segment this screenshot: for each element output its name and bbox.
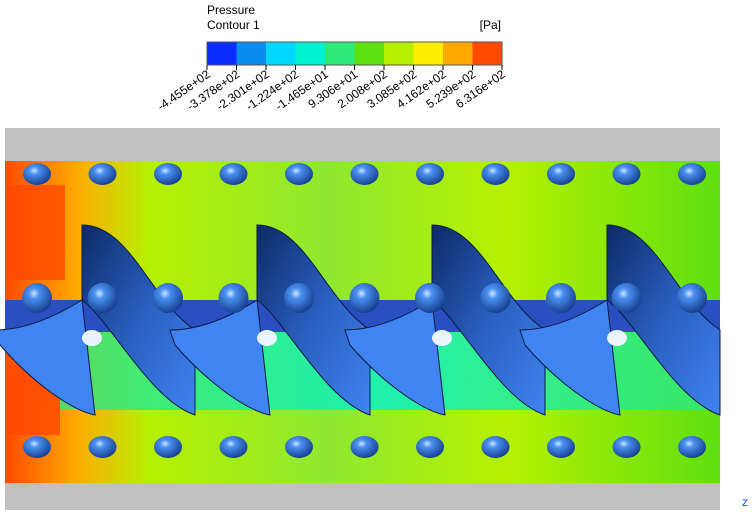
sphere	[219, 436, 248, 458]
sphere	[23, 163, 51, 185]
sphere	[88, 436, 117, 458]
sphere	[546, 283, 576, 313]
sphere	[22, 283, 52, 313]
sphere	[350, 436, 379, 458]
sphere	[285, 163, 313, 185]
screw-blade	[431, 224, 546, 416]
sphere	[87, 283, 118, 313]
sphere	[677, 283, 707, 313]
sphere	[481, 436, 510, 458]
legend: Pressure Contour 1 [Pa] -4.455e+02-3.378…	[155, 3, 508, 113]
legend-swatch	[207, 42, 237, 65]
pressure-field-high	[5, 185, 65, 280]
sphere	[285, 436, 313, 458]
sphere	[678, 436, 706, 458]
sphere	[480, 283, 511, 313]
sphere	[154, 436, 182, 458]
sphere	[154, 163, 182, 185]
sphere	[547, 436, 575, 458]
sphere	[678, 163, 706, 185]
sphere	[547, 163, 575, 185]
wall-top	[5, 128, 720, 161]
sphere	[611, 283, 642, 313]
legend-swatch	[472, 42, 503, 65]
sphere	[350, 163, 379, 185]
legend-swatch	[266, 42, 296, 65]
sphere	[612, 436, 641, 458]
legend-unit: [Pa]	[480, 18, 501, 32]
sphere	[416, 436, 444, 458]
legend-swatch	[236, 42, 267, 65]
legend-swatch	[413, 42, 444, 65]
legend-swatch	[384, 42, 414, 65]
sphere	[23, 436, 51, 458]
sphere	[284, 283, 314, 313]
highlight	[257, 330, 277, 346]
sphere	[349, 283, 380, 313]
sphere	[219, 163, 248, 185]
screw-blade	[0, 299, 96, 416]
sphere	[481, 163, 510, 185]
screw-blade	[606, 224, 721, 416]
screw-blade	[169, 299, 271, 416]
legend-swatch	[354, 42, 385, 65]
legend-swatch	[295, 42, 326, 65]
screw-blade	[344, 299, 446, 416]
screw-blade	[519, 299, 621, 416]
legend-subtitle: Contour 1	[207, 18, 260, 32]
highlight	[607, 330, 627, 346]
legend-title: Pressure	[207, 3, 255, 17]
legend-swatch	[443, 42, 473, 65]
highlight	[432, 330, 452, 346]
sphere	[218, 283, 249, 313]
screw-blade	[256, 224, 371, 416]
sphere	[88, 163, 117, 185]
sphere	[416, 163, 444, 185]
wall-bottom	[5, 483, 720, 510]
sphere	[612, 163, 641, 185]
axis-label: z	[742, 495, 748, 509]
highlight	[82, 330, 102, 346]
legend-swatch	[325, 42, 355, 65]
sphere	[415, 283, 445, 313]
sphere	[153, 283, 183, 313]
domain	[0, 128, 721, 510]
screw-blade	[81, 224, 196, 416]
